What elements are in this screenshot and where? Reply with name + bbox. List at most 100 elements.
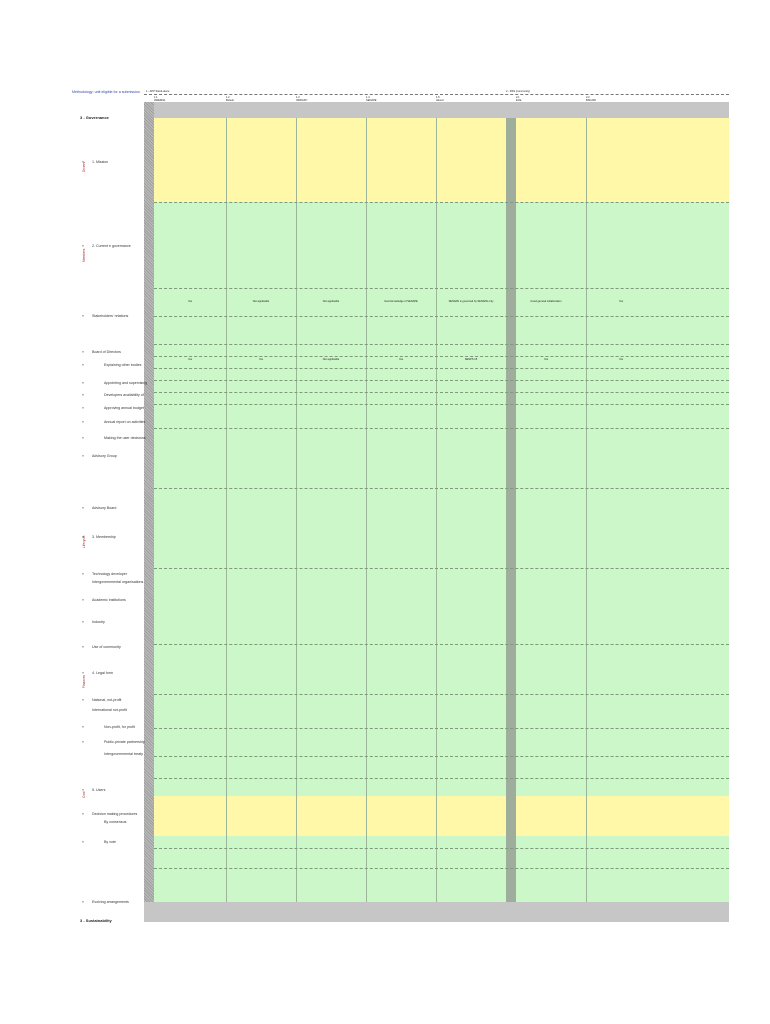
col-sep-1 bbox=[226, 118, 227, 902]
row-label-mission: 1. Mission bbox=[92, 160, 109, 164]
row-label-developers: Developers availability of bbox=[104, 393, 144, 397]
cell: Yes bbox=[398, 358, 404, 361]
row-sep bbox=[154, 368, 729, 369]
col-header-5: 1.5 Aleurd bbox=[436, 96, 444, 102]
row-sep bbox=[154, 356, 729, 357]
row-label-explaining: Explaining other bodies bbox=[104, 363, 142, 367]
row-label-decisions: Making the user decisions bbox=[104, 436, 146, 440]
decision-block-right bbox=[516, 836, 729, 902]
footer-band bbox=[144, 902, 729, 922]
row-sep bbox=[154, 728, 729, 729]
left-hatch bbox=[144, 102, 154, 922]
group-right-label: 2 - RSS (community) bbox=[506, 90, 531, 93]
row-label-intergov: Intergovernmental organisations bbox=[92, 580, 144, 584]
cell: SENPS 15 bbox=[464, 358, 478, 361]
users-row-right bbox=[516, 796, 729, 836]
row-label-industry: Industry bbox=[92, 620, 105, 624]
row-marker: » bbox=[82, 900, 84, 904]
cell: Not applicable bbox=[322, 300, 340, 303]
row-marker: » bbox=[82, 244, 84, 248]
row-label-non-profit: Non-profit, for profit bbox=[104, 725, 135, 729]
row-label-annual-report: Annual report on activities bbox=[104, 420, 146, 424]
cell: Yes bbox=[258, 358, 264, 361]
side-band-members: Members bbox=[82, 248, 86, 262]
row-marker: » bbox=[82, 160, 84, 164]
row-marker: » bbox=[82, 645, 84, 649]
mission-row-left bbox=[154, 118, 506, 202]
row-marker: » bbox=[82, 350, 84, 354]
row-sep bbox=[154, 848, 729, 849]
row-label-vote: By vote bbox=[104, 840, 116, 844]
governance-block-right bbox=[516, 202, 729, 796]
row-marker: » bbox=[82, 812, 84, 816]
row-sep bbox=[154, 380, 729, 381]
spreadsheet: 1 - APP Stand-alone 2 - RSS (community) … bbox=[144, 88, 729, 922]
row-label-appointing: Appointing and supervising bbox=[104, 381, 148, 385]
row-marker: » bbox=[82, 535, 84, 539]
row-marker: » bbox=[82, 314, 84, 318]
governance-block-left bbox=[154, 202, 506, 796]
cell: Yes bbox=[187, 300, 193, 303]
row-marker: » bbox=[82, 840, 84, 844]
col-header-3: 1.3 INFRAPC bbox=[296, 96, 308, 102]
cell: Yes bbox=[618, 358, 624, 361]
header-band bbox=[144, 102, 729, 118]
header-divider bbox=[144, 94, 729, 95]
col-header-7: 2.2 BSN-RD bbox=[586, 96, 596, 102]
row-label-stakeholders: Stakeholders' relations bbox=[92, 314, 129, 318]
row-marker: » bbox=[82, 572, 84, 576]
row-marker: » bbox=[82, 671, 84, 675]
cell: Good general collaboration bbox=[530, 300, 562, 303]
row-label-community: Use of community bbox=[92, 645, 121, 649]
row-marker: » bbox=[82, 725, 84, 729]
cell: Yes bbox=[187, 358, 193, 361]
row-label-budget: Approving annual budget bbox=[104, 406, 144, 410]
side-band-cost: Cost bbox=[82, 791, 86, 798]
row-marker: » bbox=[82, 620, 84, 624]
users-row-left bbox=[154, 796, 506, 836]
row-marker: » bbox=[82, 740, 84, 744]
row-values-board: Yes Yes Not applicable Yes SENPS 15 Yes … bbox=[154, 358, 729, 361]
row-sep bbox=[154, 392, 729, 393]
row-sep bbox=[154, 778, 729, 779]
row-marker: » bbox=[82, 406, 84, 410]
cell: Yes bbox=[543, 358, 549, 361]
cell: Not applicable bbox=[252, 300, 270, 303]
row-marker: » bbox=[82, 381, 84, 385]
row-values-stakeholders: Yes Not applicable Not applicable Good k… bbox=[154, 300, 729, 303]
row-label-evolving: Evolving arrangements bbox=[92, 900, 129, 904]
row-sep bbox=[154, 404, 729, 405]
row-label-tech-developer: Technology developer bbox=[92, 572, 127, 576]
row-sep bbox=[154, 316, 729, 317]
section-sustainability: 3 - Sustainability bbox=[80, 918, 112, 923]
row-label-ppp: Public-private partnership bbox=[104, 740, 145, 744]
row-label-international: International not-profit bbox=[92, 708, 127, 712]
row-marker: » bbox=[82, 788, 84, 792]
row-label-board: Board of Directors bbox=[92, 350, 121, 354]
row-label-advisory-board: Advisory Board bbox=[92, 506, 117, 510]
col-header-2: 1.2 Bulsuit bbox=[226, 96, 234, 102]
section-governance: 3 - Governance bbox=[80, 115, 109, 120]
row-marker: » bbox=[82, 454, 84, 458]
col-sep-2 bbox=[296, 118, 297, 902]
col-sep-6 bbox=[586, 118, 587, 902]
decision-block-left bbox=[154, 836, 506, 902]
row-sep bbox=[154, 202, 729, 203]
row-sep bbox=[154, 488, 729, 489]
cell: Yes bbox=[618, 300, 624, 303]
row-sep bbox=[154, 288, 729, 289]
cell: SENAPE is governed by SENAPE only bbox=[448, 300, 494, 303]
row-sep bbox=[154, 344, 729, 345]
cell: Good knowledge of SENAPE bbox=[384, 300, 418, 303]
row-marker: » bbox=[82, 363, 84, 367]
row-label-users: 5. Users bbox=[92, 788, 106, 792]
col-header-4: 1.4 SENAPE bbox=[366, 96, 377, 102]
group-left-label: 1 - APP Stand-alone bbox=[146, 90, 170, 93]
col-header-1: 1.1 AWERNA bbox=[154, 96, 166, 102]
row-label-membership: 3. Membership bbox=[92, 535, 116, 539]
group-divider bbox=[506, 118, 516, 902]
methodology-link[interactable]: Methodology: unit eligible for a submiss… bbox=[72, 90, 140, 94]
row-label-academic: Academic institutions bbox=[92, 598, 126, 602]
row-label-national: National, not-profit bbox=[92, 698, 122, 702]
row-marker: » bbox=[82, 598, 84, 602]
